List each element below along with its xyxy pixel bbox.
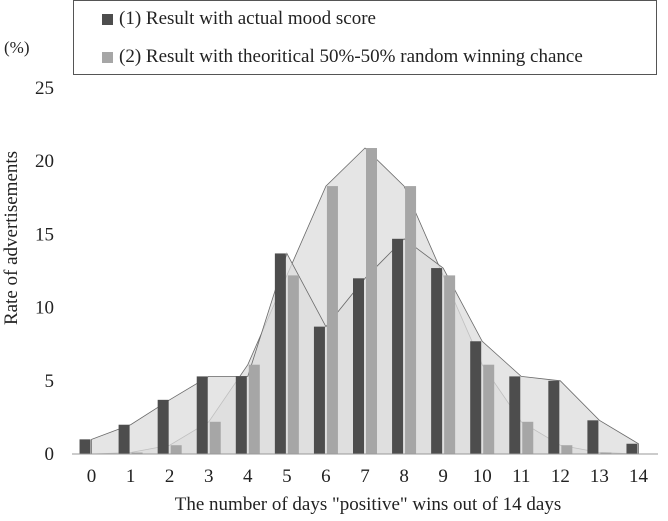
bar-series-2-9 [444,275,456,454]
x-tick-label-2: 2 [165,466,175,487]
y-tick-label-25: 25 [35,78,54,99]
bar-layer [79,148,638,455]
x-tick-label-7: 7 [360,466,370,487]
bar-series-2-2 [170,445,182,454]
x-tick-label-14: 14 [629,466,649,487]
bar-series-2-6 [326,186,338,454]
y-tick-label-10: 10 [35,298,54,319]
y-tick-label-20: 20 [35,151,54,172]
bar-series-1-6 [313,326,325,454]
x-tick-label-12: 12 [551,466,570,487]
bar-series-1-5 [274,253,286,454]
x-tick-label-9: 9 [438,466,448,487]
x-axis-label: The number of days "positive" wins out o… [174,494,562,515]
x-tick-label-11: 11 [512,466,530,487]
x-tick-label-10: 10 [473,466,492,487]
legend-item-series-2: (2) Result with theoritical 50%-50% rand… [102,46,583,68]
x-tick-label-0: 0 [87,466,97,487]
y-tick-label-5: 5 [45,371,55,392]
bar-series-2-8 [405,186,417,454]
y-tick-label-15: 15 [35,224,54,245]
bar-series-1-1 [118,424,130,454]
bar-series-1-12 [548,380,560,454]
bar-series-2-11 [522,421,534,454]
x-tick-label-13: 13 [590,466,609,487]
y-tick-label-0: 0 [45,444,55,465]
bar-series-2-3 [209,421,221,454]
legend-swatch-series-1 [102,13,113,25]
bar-series-2-10 [483,364,495,454]
legend-label-series-2: (2) Result with theoritical 50%-50% rand… [119,46,583,67]
x-tick-label-6: 6 [321,466,331,487]
bar-series-2-1 [131,452,143,454]
bar-series-1-2 [157,399,169,454]
bar-series-1-14 [626,443,638,454]
x-tick-label-1: 1 [126,466,136,487]
legend-item-series-1: (1) Result with actual mood score [102,8,376,30]
bar-series-2-12 [561,445,573,454]
x-tick-label-3: 3 [204,466,214,487]
bar-series-1-10 [470,341,482,454]
bar-series-2-5 [287,275,299,454]
legend-label-series-1: (1) Result with actual mood score [119,8,376,29]
bar-series-1-3 [196,376,208,454]
x-tick-label-8: 8 [399,466,409,487]
bar-series-1-9 [431,268,443,454]
x-tick-label-5: 5 [282,466,292,487]
bar-series-1-8 [392,238,404,454]
bar-series-2-13 [600,452,612,454]
bar-series-1-7 [353,278,364,454]
x-tick-label-4: 4 [243,466,253,487]
legend-swatch-series-2 [102,51,113,63]
bar-series-1-13 [587,420,599,454]
bar-series-1-11 [509,376,521,454]
y-axis-label: Rate of advertisements [1,150,22,326]
bar-series-2-7 [366,148,377,455]
legend: (1) Result with actual mood score (2) Re… [73,0,657,75]
bar-series-1-4 [235,376,247,454]
bar-series-1-0 [79,439,91,454]
bar-series-2-4 [248,364,260,454]
y-unit-label: (%) [4,38,30,57]
